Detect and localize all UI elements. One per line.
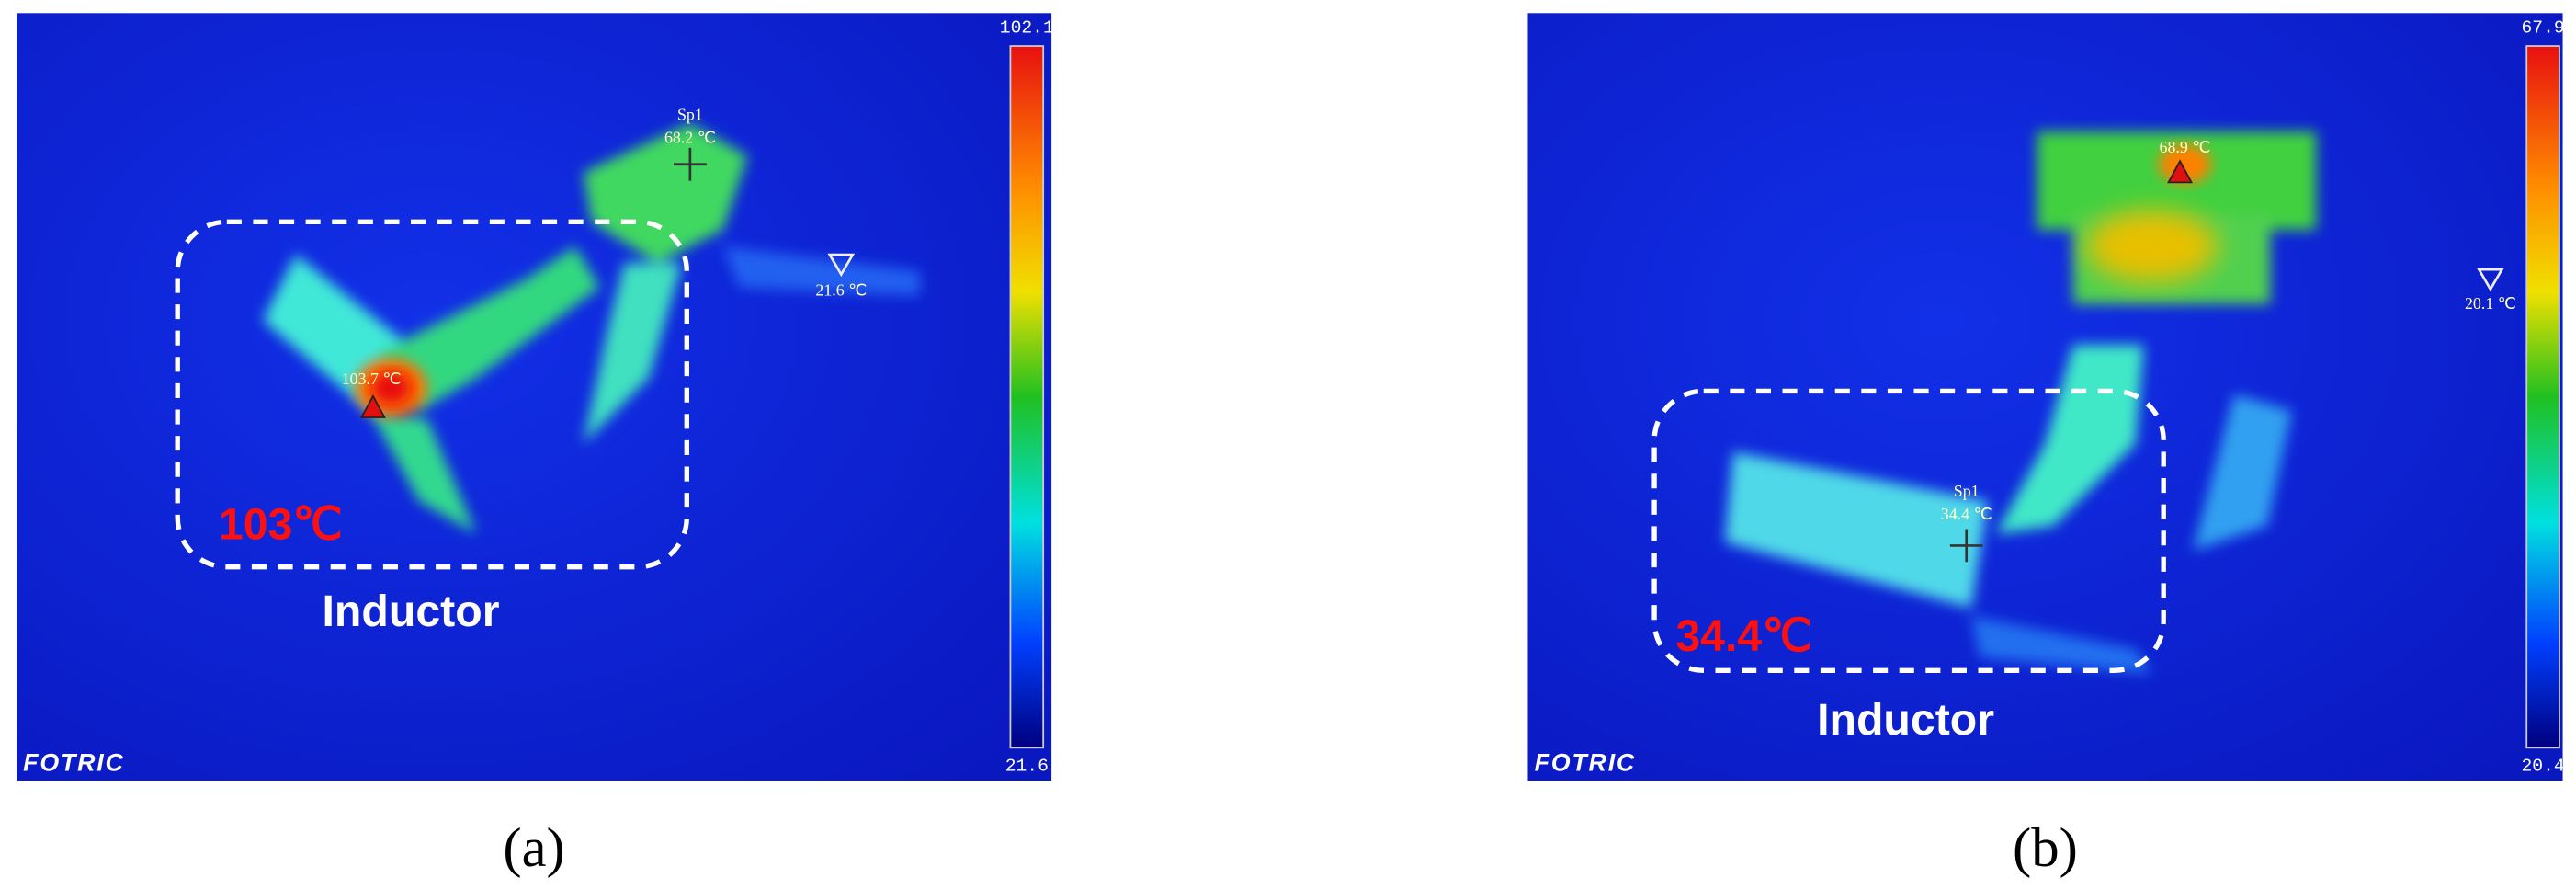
region-label: Inductor	[1817, 695, 1994, 745]
heat-shape	[1971, 616, 2152, 674]
max-marker-icon	[359, 393, 386, 418]
scale-min: 21.6	[1005, 756, 1049, 776]
min-marker: 20.1 ℃	[2465, 294, 2516, 313]
brand: FOTRIC	[1535, 748, 1636, 776]
caption: (a)	[503, 817, 564, 879]
hot-spot	[2158, 144, 2212, 185]
inductor-region	[175, 219, 689, 570]
caption: (b)	[2013, 817, 2078, 879]
heat-shape	[2193, 393, 2292, 551]
color-scale	[2525, 45, 2560, 749]
highlight-temp: 34.4℃	[1675, 611, 1811, 661]
max-marker-icon	[2167, 159, 2194, 184]
image-background	[17, 13, 1052, 781]
spot-name: Sp1	[1954, 482, 1980, 500]
spot-name: Sp1	[677, 105, 703, 123]
spot-cross	[674, 147, 707, 181]
spot-temp: 34.4 ℃	[1941, 505, 1992, 523]
min-marker: 21.6 ℃	[815, 281, 867, 300]
max-marker: 68.9 ℃	[2160, 138, 2211, 156]
heat-shape	[1724, 451, 1988, 609]
color-scale	[1009, 45, 1045, 749]
spot-temp: 68.2 ℃	[664, 129, 716, 147]
highlight-temp: 103℃	[219, 499, 343, 549]
min-marker-icon	[2477, 268, 2504, 292]
thermal-image-a: 102.1 21.6 Sp1 68.2 ℃ 21.6 ℃ 103.7 ℃ 103…	[17, 13, 1054, 781]
heat-shape	[583, 262, 682, 444]
heat-shape	[722, 246, 921, 296]
image-background	[1527, 13, 2563, 781]
hot-spot	[371, 370, 412, 405]
spot-cross	[1949, 529, 1983, 563]
heat-shape	[369, 410, 477, 534]
scale-max: 102.1	[1000, 18, 1054, 39]
min-marker-icon	[827, 253, 856, 278]
thermal-image-b: 67.9 20.4 68.9 ℃ 20.1 ℃ Sp1 34.4 ℃ 34.4℃…	[1527, 13, 2565, 781]
brand: FOTRIC	[23, 748, 124, 776]
heat-shape	[583, 123, 748, 263]
max-marker: 103.7 ℃	[342, 370, 402, 388]
scale-min: 20.4	[2522, 756, 2565, 776]
heat-shape	[378, 246, 600, 411]
scale-max: 67.9	[2522, 18, 2565, 39]
hot-spot	[2086, 210, 2219, 283]
region-label: Inductor	[323, 587, 500, 636]
inductor-region	[1651, 388, 2166, 673]
